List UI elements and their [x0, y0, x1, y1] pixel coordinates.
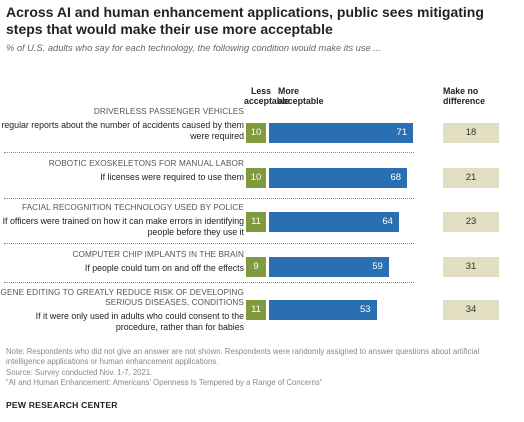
header-less-acceptable: Less acceptable — [244, 86, 290, 106]
category-label: COMPUTER CHIP IMPLANTS IN THE BRAIN — [72, 250, 244, 259]
condition-label: If regular reports about the number of a… — [0, 120, 244, 141]
report-title-text: “AI and Human Enhancement: Americans’ Op… — [6, 378, 323, 387]
row-separator — [4, 282, 414, 283]
row-separator — [4, 152, 414, 153]
more-acceptable-bar — [269, 168, 408, 188]
no-difference-bar — [443, 300, 499, 320]
no-difference-bar — [443, 257, 499, 277]
less-acceptable-value: 9 — [253, 261, 259, 272]
condition-label: If officers were trained on how it can m… — [2, 216, 244, 237]
no-difference-value: 23 — [465, 216, 477, 227]
category-label: FACIAL RECOGNITION TECHNOLOGY USED BY PO… — [21, 203, 244, 212]
no-difference-value: 34 — [465, 304, 477, 315]
no-difference-bar — [443, 212, 499, 232]
condition-label: If licenses were required to use them — [100, 172, 244, 182]
less-acceptable-bar — [246, 168, 266, 188]
header-make-no-difference: Make no difference — [443, 86, 486, 106]
more-acceptable-bar — [269, 257, 389, 277]
more-acceptable-value: 64 — [382, 216, 393, 227]
no-difference-value: 31 — [465, 261, 477, 272]
row-separator — [4, 198, 414, 199]
category-label: DRIVERLESS PASSENGER VEHICLES — [93, 107, 244, 116]
less-acceptable-value: 11 — [251, 304, 261, 315]
pew-research-center-logo: PEW RESEARCH CENTER — [6, 400, 118, 410]
less-acceptable-bar — [246, 257, 266, 277]
less-acceptable-value: 10 — [250, 172, 262, 183]
row-separator — [4, 243, 414, 244]
less-acceptable-bar — [246, 123, 266, 143]
condition-label: If people could turn on and off the effe… — [84, 263, 244, 273]
category-label: ROBOTIC EXOSKELETONS FOR MANUAL LABOR — [48, 159, 244, 168]
more-acceptable-bar — [269, 300, 377, 320]
less-acceptable-value: 11 — [251, 216, 261, 227]
less-acceptable-bar — [246, 212, 266, 232]
chart-subtitle: % of U.S. adults who say for each techno… — [6, 43, 382, 53]
more-acceptable-value: 59 — [372, 261, 383, 272]
less-acceptable-value: 10 — [250, 127, 262, 138]
no-difference-bar — [443, 168, 499, 188]
chart-title: Across AI and human enhancement applicat… — [6, 4, 484, 37]
more-acceptable-value: 53 — [360, 304, 371, 315]
note-text: Note: Respondents who did not give an an… — [6, 347, 480, 366]
no-difference-value: 21 — [465, 172, 477, 183]
condition-label: If it were only used in adults who could… — [35, 311, 244, 332]
source-text: Source: Survey conducted Nov. 1-7, 2021. — [6, 368, 153, 377]
category-label: GENE EDITING TO GREATLY REDUCE RISK OF D… — [0, 288, 244, 307]
less-acceptable-bar — [246, 300, 266, 320]
no-difference-value: 18 — [465, 127, 477, 138]
more-acceptable-bar — [269, 212, 399, 232]
header-more-acceptable: More acceptable — [278, 86, 324, 106]
more-acceptable-value: 71 — [396, 127, 408, 138]
more-acceptable-value: 68 — [390, 172, 402, 183]
more-acceptable-bar — [269, 123, 414, 143]
no-difference-bar — [443, 123, 499, 143]
